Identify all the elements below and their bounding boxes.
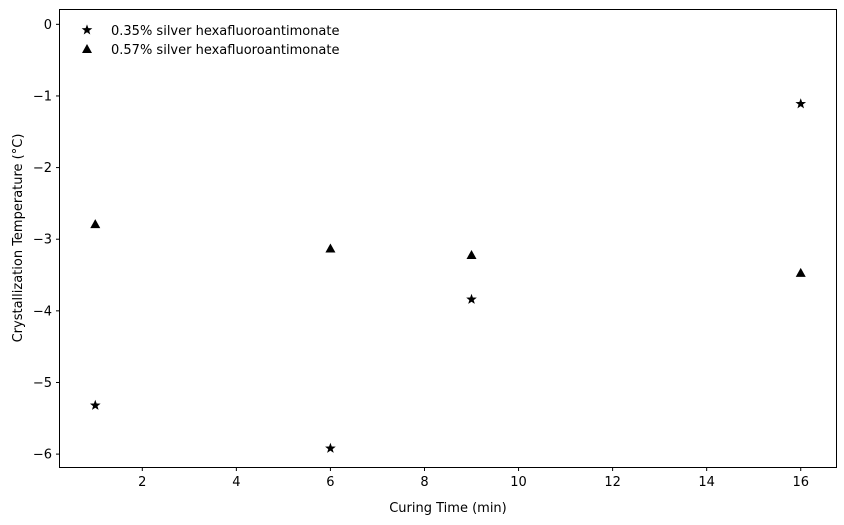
- y-tick-label: −5: [33, 376, 52, 391]
- y-tick-label: 0: [44, 18, 52, 33]
- data-point-series-1: [795, 98, 807, 109]
- data-point-series-2: [466, 249, 477, 259]
- x-tick-label: 16: [792, 475, 809, 490]
- x-tick-label: 12: [604, 475, 621, 490]
- legend-marker-series-2: [82, 44, 92, 53]
- legend-item-series-1: 0.35% silver hexafluoroantimonate: [81, 24, 340, 39]
- data-point-series-1: [89, 399, 101, 410]
- data-point-series-1: [466, 293, 477, 304]
- data-point-series-2: [325, 243, 336, 253]
- x-tick-label: 2: [138, 475, 146, 490]
- y-tick-label: −3: [33, 233, 52, 248]
- y-tick-label: −2: [33, 161, 52, 176]
- x-tick-label: 8: [420, 475, 428, 490]
- data-point-series-2: [90, 219, 101, 229]
- y-tick-label: −1: [33, 89, 52, 104]
- legend: 0.35% silver hexafluoroantimonate 0.57% …: [81, 24, 340, 58]
- data-point-series-1: [325, 442, 336, 453]
- legend-item-series-2: 0.57% silver hexafluoroantimonate: [82, 43, 340, 58]
- y-axis-label: Crystallization Temperature (°C): [11, 134, 26, 343]
- plot-frame: [59, 9, 837, 468]
- x-axis-label: Curing Time (min): [389, 501, 507, 516]
- legend-marker-series-1: [81, 24, 93, 35]
- x-tick-label: 14: [698, 475, 715, 490]
- x-tick-label: 10: [510, 475, 527, 490]
- data-point-series-2: [795, 267, 806, 277]
- y-tick-label: −4: [33, 304, 52, 319]
- x-tick-label: 4: [232, 475, 240, 490]
- axis-ticks: 2 4 6 8 10 12 14 16 0 −1 −2 −3 −4 −5 −6: [33, 18, 809, 490]
- x-tick-label: 6: [326, 475, 334, 490]
- data-points: [89, 98, 807, 453]
- y-tick-label: −6: [33, 448, 52, 463]
- legend-label-series-1: 0.35% silver hexafluoroantimonate: [111, 24, 340, 39]
- legend-label-series-2: 0.57% silver hexafluoroantimonate: [111, 43, 340, 58]
